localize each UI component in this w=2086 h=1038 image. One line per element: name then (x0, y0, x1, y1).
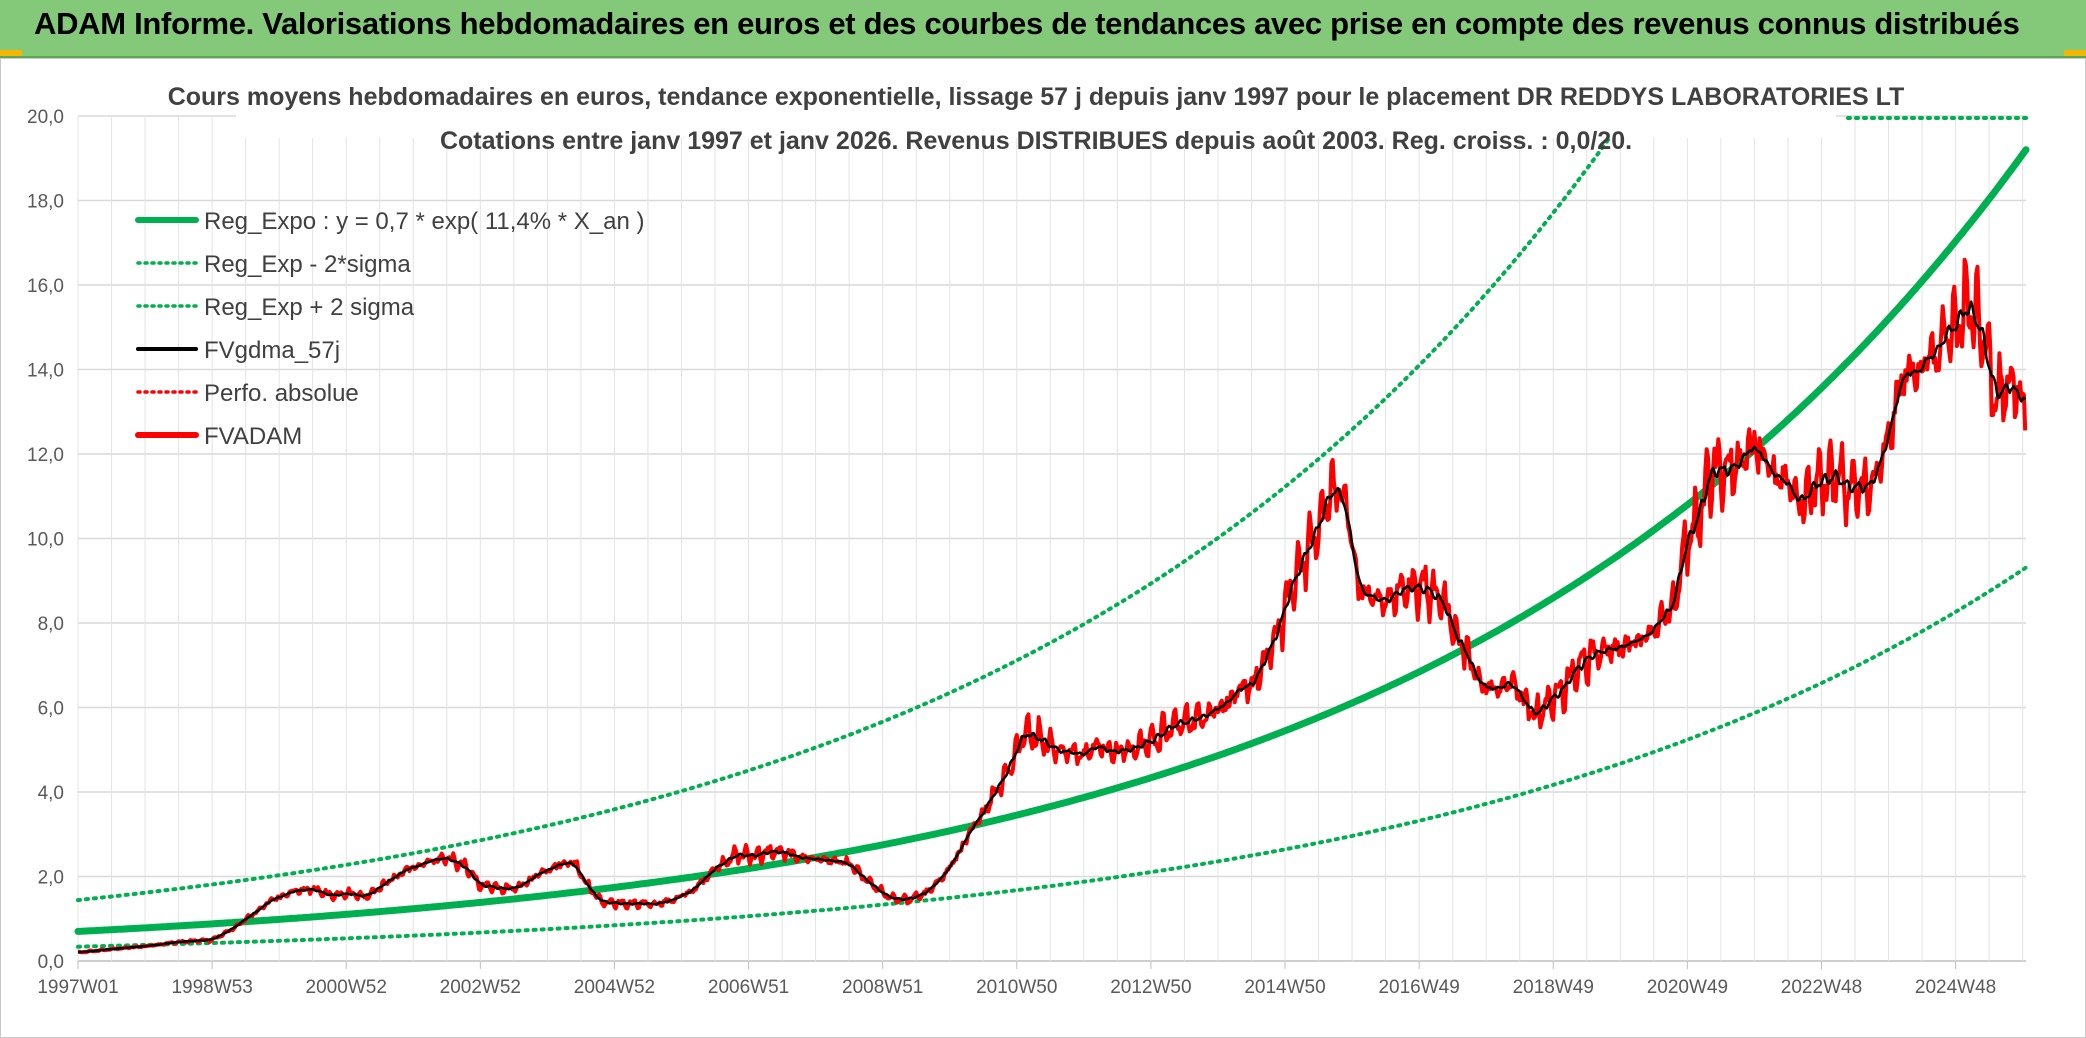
y-tick-label: 0,0 (38, 952, 64, 973)
x-tick-label: 2008W51 (842, 977, 923, 998)
x-tick-label: 2002W52 (440, 977, 521, 998)
legend-label: Reg_Exp + 2 sigma (204, 294, 415, 321)
x-tick-label: 1997W01 (37, 977, 118, 998)
y-tick-label: 4,0 (38, 783, 64, 804)
x-tick-label: 2010W50 (976, 977, 1057, 998)
chart-svg: 0,0 2,0 4,0 6,0 8,0 10,0 12,0 14,0 16,0 18,0 20,0 1… (27, 66, 2030, 998)
chart-area: 0,0 2,0 4,0 6,0 8,0 10,0 12,0 14,0 16,0 18,0 20,0 1… (0, 58, 2086, 1038)
x-tick-label: 2000W52 (306, 977, 387, 998)
axis-layer: 0,0 2,0 4,0 6,0 8,0 10,0 12,0 14,0 16,0 18,0 20,0 1… (27, 107, 1996, 998)
banner-accent-right (2064, 50, 2086, 56)
y-tick-label: 10,0 (27, 530, 64, 551)
y-tick-label: 6,0 (38, 699, 64, 720)
legend-label: Perfo. absolue (204, 380, 359, 407)
x-tick-label: 2018W49 (1513, 977, 1594, 998)
legend: Reg_Expo : y = 0,7 * exp( 11,4% * X_an )… (135, 208, 644, 450)
legend-label: Reg_Exp - 2*sigma (204, 251, 411, 278)
chart-title-line1: Cours moyens hebdomadaires en euros, ten… (168, 83, 1905, 111)
x-tick-label: 2006W51 (708, 977, 789, 998)
series-reg-exp-minus-2sigma (76, 565, 2028, 949)
x-tick-label: 2022W48 (1781, 977, 1862, 998)
series-fvadam (77, 257, 2028, 955)
legend-label: FVADAM (204, 423, 302, 450)
y-tick-label: 2,0 (38, 868, 64, 889)
trend-layer (74, 115, 2030, 949)
y-tick-label: 12,0 (27, 445, 64, 466)
y-tick-label: 20,0 (27, 107, 64, 128)
series-reg-exp-plus-2sigma (76, 115, 1626, 903)
x-tick-label: 2016W49 (1378, 977, 1459, 998)
legend-label: FVgdma_57j (204, 337, 340, 364)
y-tick-label: 8,0 (38, 614, 64, 635)
chart-title-line2: Cotations entre janv 1997 et janv 2026. … (440, 127, 1632, 155)
title-backdrop (236, 66, 1836, 138)
x-tick-label: 2004W52 (574, 977, 655, 998)
grid-layer (77, 115, 2026, 962)
x-tick-label: 1998W53 (171, 977, 252, 998)
legend-label: Reg_Expo : y = 0,7 * exp( 11,4% * X_an ) (204, 208, 644, 235)
series-fvgdma-57j (77, 300, 2027, 954)
y-tick-label: 18,0 (27, 192, 64, 213)
banner: ADAM Informe. Valorisations hebdomadaire… (0, 0, 2086, 58)
y-tick-label: 16,0 (27, 276, 64, 297)
y-tick-label: 14,0 (27, 361, 64, 382)
x-tick-label: 2012W50 (1110, 977, 1191, 998)
x-tick-label: 2014W50 (1244, 977, 1325, 998)
series-reg-expo (74, 146, 2030, 935)
x-tick-label: 2024W48 (1915, 977, 1996, 998)
banner-accent-left (0, 50, 22, 56)
banner-title: ADAM Informe. Valorisations hebdomadaire… (34, 6, 2020, 41)
price-layer (77, 257, 2028, 955)
x-tick-label: 2020W49 (1647, 977, 1728, 998)
